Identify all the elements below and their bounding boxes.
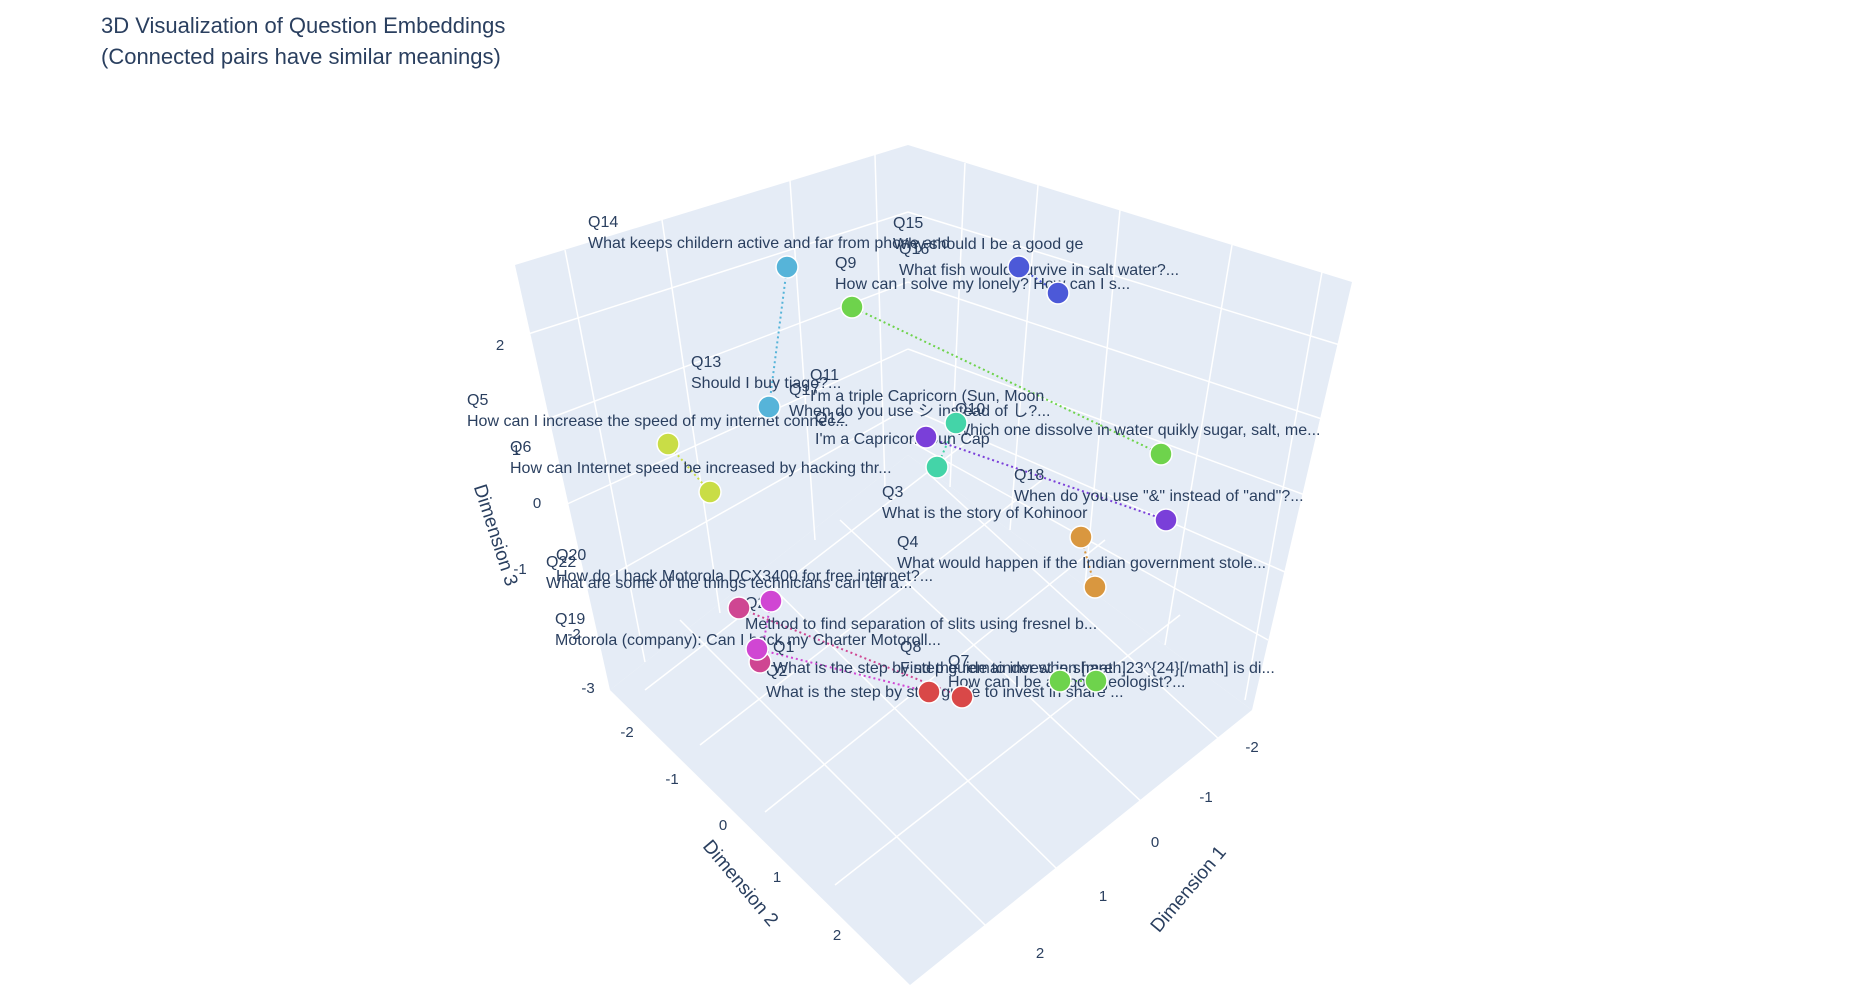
point-marker-Q11[interactable] (944, 411, 968, 435)
point-text-label-Q14: What keeps childern active and far from … (588, 235, 950, 252)
point-id-label-Q18: Q18 (1014, 467, 1044, 484)
tick-label-z-3: 0 (533, 495, 541, 512)
point-marker-Q2[interactable] (917, 680, 941, 704)
tick-label-x-1: -1 (1199, 789, 1212, 806)
point-text-label-Q22: What are some of the things technicians … (546, 575, 912, 592)
point-id-label-Q16: Q16 (899, 241, 929, 258)
tick-label-y-3: 1 (773, 869, 781, 886)
point-markers (656, 255, 1178, 709)
point-text-label-Q20: How do I hack Motorola DCX3400 for free … (556, 568, 933, 585)
tick-label-y-0: -2 (620, 724, 633, 741)
axis-title-y: Dimension 2 (698, 836, 782, 930)
point-marker-Q16[interactable] (1046, 281, 1070, 305)
point-text-label-Q9: How can I solve my lonely? How can I s..… (835, 276, 1130, 293)
point-id-label-Q8: Q8 (900, 639, 921, 656)
point-id-label-Q7: Q7 (948, 653, 969, 670)
floor-plane (610, 455, 1252, 985)
point-text-label-Q10: Which one dissolve in water quikly sugar… (955, 422, 1321, 439)
point-id-label-Q5: Q5 (467, 392, 488, 409)
point-marker-Q13[interactable] (757, 395, 781, 419)
tick-label-y-1: -1 (665, 771, 678, 788)
title-line-1: 3D Visualization of Question Embeddings (101, 13, 506, 38)
tick-label-y-2: 0 (719, 817, 727, 834)
point-marker-Q6[interactable] (698, 480, 722, 504)
point-text-label-Q17: When do you use シ instead of し?... (789, 403, 1050, 420)
point-text-label-Q21: Method to find separation of slits using… (745, 616, 1097, 633)
point-text-label-Q5: How can I increase the speed of my inter… (467, 413, 849, 430)
point-labels: Q14 What keeps childern active and far fr… (467, 214, 1321, 701)
pair-line-Q3-Q4 (1080, 536, 1096, 588)
point-marker-Q5[interactable] (656, 432, 680, 456)
tick-label-z-4: 1 (512, 442, 520, 459)
point-text-label-Q11: I'm a triple Capricorn (Sun, Moon (810, 388, 1044, 405)
point-id-label-Q2: Q2 (766, 663, 787, 680)
tick-label-z-0: -3 (581, 680, 594, 697)
pair-line-Q9-Q10 (851, 306, 1162, 455)
point-id-label-Q17: Q17 (789, 382, 819, 399)
point-id-label-Q12: Q12 (815, 410, 845, 427)
point-marker-Q12[interactable] (925, 455, 949, 479)
point-text-label-Q6: How can Internet speed be increased by h… (510, 460, 892, 477)
point-marker-Q15[interactable] (1007, 255, 1031, 279)
tick-label-z-1: -2 (567, 626, 580, 643)
point-text-label-Q19: Motorola (company): Can I hack my Charte… (555, 632, 941, 649)
point-text-label-Q4: What would happen if the Indian governme… (897, 555, 1266, 572)
point-text-label-Q13: Should I buy tiago?... (691, 375, 841, 392)
point-marker-Q1[interactable] (950, 685, 974, 709)
point-text-label-Q15: Why should I be a good ge (893, 236, 1083, 253)
point-text-label-Q18: When do you use "&" instead of "and"?... (1014, 488, 1304, 505)
point-id-label-Q13: Q13 (691, 354, 721, 371)
point-marker-Q7[interactable] (1048, 669, 1072, 693)
point-text-label-Q8: Find the remainder when [math]23^{24}[/m… (900, 660, 1275, 677)
point-text-label-Q3: What is the story of Kohinoor (882, 505, 1088, 522)
pair-line-Q17-Q18 (925, 436, 1167, 521)
chart-title: 3D Visualization of Question Embeddings … (101, 10, 505, 72)
point-marker-Q14[interactable] (775, 255, 799, 279)
point-id-label-Q20: Q20 (556, 547, 586, 564)
point-marker-Q18[interactable] (1154, 508, 1178, 532)
point-text-label-Q1: What is the step by step guide to invest… (773, 660, 1131, 677)
grid-lines (524, 154, 1341, 931)
tick-label-x-4: 2 (1036, 945, 1044, 962)
point-id-label-Q22: Q22 (546, 554, 576, 571)
point-marker-Q9[interactable] (840, 295, 864, 319)
point-marker-Q17[interactable] (914, 425, 938, 449)
point-marker-Q8[interactable] (1084, 669, 1108, 693)
pair-line-Q14-Q13 (768, 266, 788, 408)
right-wall-plane (908, 145, 1352, 710)
point-id-label-Q4: Q4 (897, 534, 918, 551)
point-id-label-Q3: Q3 (882, 484, 903, 501)
tick-label-z-2: -1 (513, 561, 526, 578)
tick-label-x-3: 1 (1099, 888, 1107, 905)
axis-title-z: Dimension 3 (469, 482, 522, 589)
point-text-label-Q16: What fish would survive in salt water?..… (899, 262, 1179, 279)
title-line-2: (Connected pairs have similar meanings) (101, 44, 501, 69)
point-id-label-Q11: Q11 (810, 367, 839, 384)
point-id-label-Q1: Q1 (773, 639, 794, 656)
tick-label-y-4: 2 (833, 927, 841, 944)
point-id-label-Q9: Q9 (835, 255, 856, 272)
point-marker-Q21[interactable] (745, 637, 769, 661)
axis-title-x: Dimension 1 (1147, 842, 1231, 936)
tick-label-x-2: 0 (1151, 834, 1159, 851)
point-marker-Q20[interactable] (759, 589, 783, 613)
tick-label-x-0: -2 (1245, 739, 1258, 756)
point-id-label-Q14: Q14 (588, 214, 618, 231)
point-marker-Q10[interactable] (1149, 442, 1173, 466)
left-wall-plane (515, 145, 908, 690)
point-id-label-Q15: Q15 (893, 215, 923, 232)
tick-label-z-5: 2 (496, 337, 504, 354)
axis-ticks: -2 -1 0 1 2 -2 -1 0 1 2 -3 -2 -1 0 1 2 (496, 337, 1259, 962)
point-id-label-Q6: Q6 (510, 439, 531, 456)
point-marker-Q22[interactable] (727, 596, 751, 620)
point-id-label-Q19: Q19 (555, 611, 585, 628)
point-text-label-Q2: What is the step by step guide to invest… (766, 684, 1124, 701)
point-marker-Q4[interactable] (1083, 575, 1107, 599)
point-marker-Q3[interactable] (1069, 525, 1093, 549)
point-text-label-Q12: I'm a Capricorn Sun Cap (815, 431, 990, 448)
